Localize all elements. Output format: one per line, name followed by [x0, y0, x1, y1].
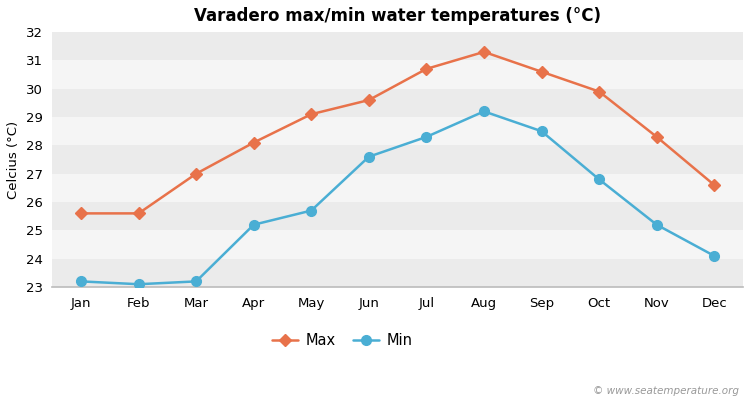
Min	[537, 129, 546, 134]
Bar	[53, 259, 743, 287]
Bar	[53, 230, 743, 259]
Line: Min: Min	[76, 106, 719, 289]
Max	[134, 211, 143, 216]
Max	[76, 211, 86, 216]
Bar	[53, 89, 743, 117]
Min	[134, 282, 143, 287]
Y-axis label: Celcius (°C): Celcius (°C)	[7, 120, 20, 199]
Bar	[53, 117, 743, 145]
Min	[192, 279, 201, 284]
Min	[364, 154, 374, 159]
Min	[652, 222, 662, 227]
Title: Varadero max/min water temperatures (°C): Varadero max/min water temperatures (°C)	[194, 7, 602, 25]
Bar	[53, 202, 743, 230]
Line: Max: Max	[76, 48, 718, 218]
Bar	[53, 174, 743, 202]
Min	[595, 177, 604, 182]
Max	[710, 183, 718, 188]
Max	[192, 171, 201, 176]
Bar	[53, 32, 743, 60]
Max	[307, 112, 316, 117]
Max	[364, 98, 374, 102]
Min	[249, 222, 258, 227]
Text: © www.seatemperature.org: © www.seatemperature.org	[592, 386, 739, 396]
Max	[595, 89, 604, 94]
Max	[537, 69, 546, 74]
Max	[479, 50, 488, 54]
Min	[307, 208, 316, 213]
Min	[479, 109, 488, 114]
Bar	[53, 60, 743, 89]
Bar	[53, 145, 743, 174]
Min	[422, 134, 431, 139]
Max	[652, 134, 662, 139]
Min	[710, 254, 718, 258]
Min	[76, 279, 86, 284]
Legend: Max, Min: Max, Min	[266, 328, 419, 354]
Max	[422, 66, 431, 71]
Max	[249, 140, 258, 145]
